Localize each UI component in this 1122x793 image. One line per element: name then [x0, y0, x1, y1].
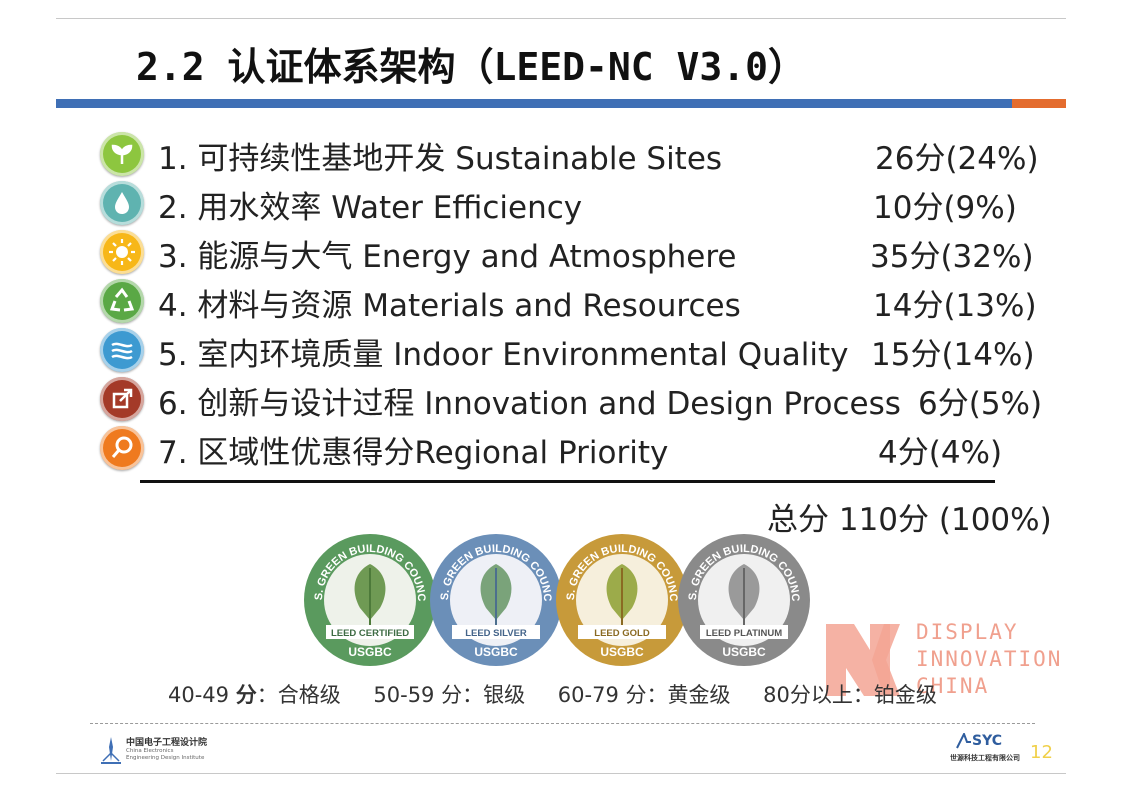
category-item-regional-priority: 7. 区域性优惠得分Regional Priority 4分(4%) [100, 424, 1060, 471]
water-drop-icon [100, 181, 144, 225]
seal-org: USGBC [348, 645, 392, 659]
category-score: 10分(9%) [873, 190, 1017, 226]
title-underline-orange [1012, 99, 1066, 108]
seal-level: LEED SILVER [465, 628, 527, 639]
category-label: 7. 区域性优惠得分Regional Priority [158, 435, 669, 471]
slide-title: 2.2 认证体系架构（LEED-NC V3.0） [136, 45, 807, 89]
category-label: 4. 材料与资源 Materials and Resources [158, 288, 741, 324]
watermark-line-2: INNOVATION [916, 647, 1063, 671]
leed-silver-seal: U.S. GREEN BUILDING COUNCIL LEED SILVER … [428, 532, 562, 666]
total-score: 总分 110分 (100%) [767, 502, 1052, 538]
category-score: 35分(32%) [870, 239, 1034, 275]
category-label: 5. 室内环境质量 Indoor Environmental Quality [158, 337, 849, 373]
category-label: 3. 能源与大气 Energy and Atmosphere [158, 239, 737, 275]
footer-dashed-divider [90, 723, 1035, 724]
display-innovation-china-watermark [826, 624, 900, 696]
ceedi-emblem-icon [101, 737, 121, 764]
seal-level: LEED GOLD [594, 628, 650, 639]
category-score: 15分(14%) [871, 337, 1035, 373]
ceedi-logo: 中国电子工程设计院 China Electronics Engineering … [98, 733, 208, 765]
sun-icon [100, 230, 144, 274]
category-item-indoor-environmental-quality: 5. 室内环境质量 Indoor Environmental Quality 1… [100, 326, 1060, 373]
leed-certified-seal: U.S. GREEN BUILDING COUNCIL LEED CERTIFI… [302, 532, 436, 666]
watermark-line-1: DISPLAY [916, 620, 1019, 644]
air-flow-icon [100, 328, 144, 372]
category-item-materials-resources: 4. 材料与资源 Materials and Resources 14分(13%… [100, 277, 1060, 324]
bottom-divider [56, 773, 1066, 774]
category-score: 6分(5%) [918, 386, 1043, 422]
seal-org: USGBC [600, 645, 644, 659]
category-item-energy-atmosphere: 3. 能源与大气 Energy and Atmosphere 35分(32%) [100, 228, 1060, 275]
syc-emblem-icon [956, 733, 971, 749]
title-underline-blue [56, 99, 1016, 108]
category-item-sustainable-sites: 1. 可持续性基地开发 Sustainable Sites 26分(24%) [100, 130, 1060, 177]
category-item-water-efficiency: 2. 用水效率 Water Efficiency 10分(9%) [100, 179, 1060, 226]
seal-org: USGBC [474, 645, 518, 659]
leed-gold-seal: U.S. GREEN BUILDING COUNCIL LEED GOLD US… [554, 532, 688, 666]
seal-level: LEED PLATINUM [706, 628, 782, 639]
level-certified: 40-49 分：合格级 [168, 683, 341, 707]
external-arrow-icon [100, 377, 144, 421]
seal-level: LEED CERTIFIED [331, 628, 409, 639]
category-score: 26分(24%) [875, 141, 1039, 177]
leed-platinum-seal: U.S. GREEN BUILDING COUNCIL LEED PLATINU… [676, 532, 810, 666]
level-platinum: 80分以上：铂金级 [763, 683, 937, 707]
level-gold: 60-79 分：黄金级 [557, 683, 731, 707]
category-label: 1. 可持续性基地开发 Sustainable Sites [158, 141, 723, 177]
sum-divider [140, 480, 995, 483]
page-number: 12 [1030, 742, 1053, 763]
category-score: 4分(4%) [878, 435, 1003, 471]
sprout-icon [100, 132, 144, 176]
category-label: 2. 用水效率 Water Efficiency [158, 190, 583, 226]
recycle-icon [100, 279, 144, 323]
category-score: 14分(13%) [873, 288, 1037, 324]
top-divider [56, 18, 1066, 19]
syc-logo: SYC 世源科技工程有限公司 [950, 733, 1020, 762]
certification-levels: 40-49 分：合格级 50-59 分：银级 60-79 分：黄金级 80分以上… [168, 682, 958, 708]
seal-org: USGBC [722, 645, 766, 659]
category-item-innovation-design: 6. 创新与设计过程 Innovation and Design Process… [100, 375, 1060, 422]
watermark-line-3: CHINA [916, 674, 990, 698]
level-silver: 50-59 分：银级 [373, 683, 526, 707]
magnifier-icon [100, 426, 144, 470]
category-label: 6. 创新与设计过程 Innovation and Design Process [158, 386, 901, 422]
